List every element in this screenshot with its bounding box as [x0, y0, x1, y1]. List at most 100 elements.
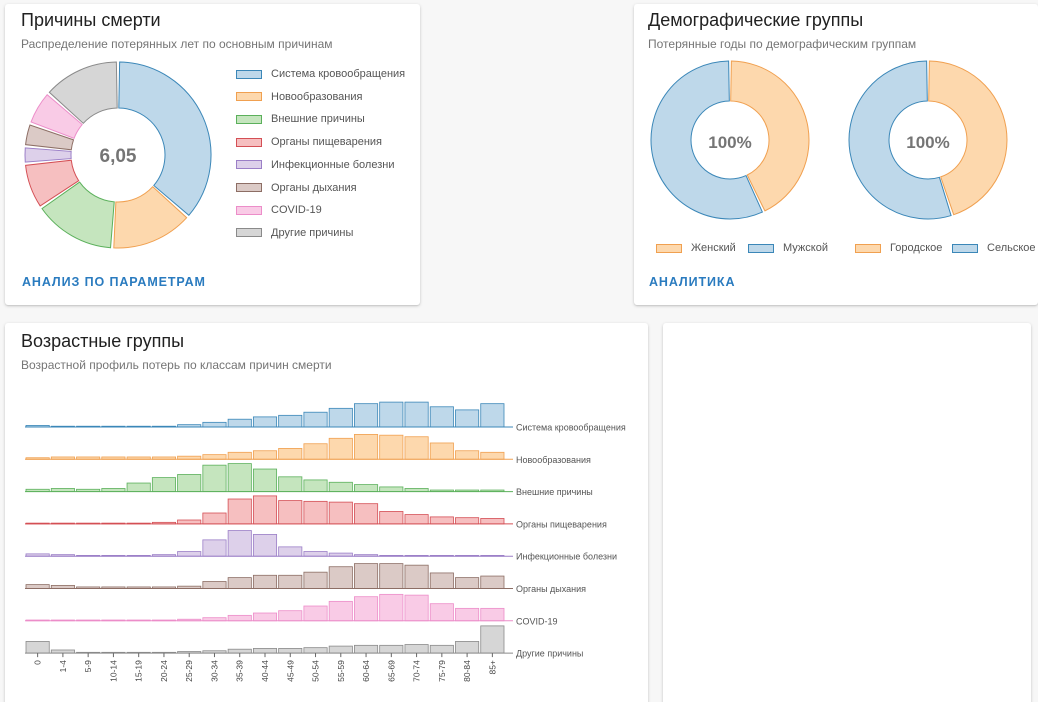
age-bar-3-17[interactable]	[455, 517, 480, 525]
age-bar-2-13[interactable]	[354, 484, 379, 493]
settlement-donut-chart[interactable]: 100%	[846, 58, 1010, 222]
age-bar-1-8[interactable]	[227, 451, 252, 460]
age-bar-3-18[interactable]	[480, 518, 505, 525]
gender-slice-0[interactable]	[730, 60, 810, 212]
age-bar-6-16[interactable]	[429, 603, 454, 622]
analysis-link[interactable]: Анализ по параметрам	[22, 275, 206, 289]
age-bar-6-13[interactable]	[354, 596, 379, 622]
age-bar-0-12[interactable]	[328, 407, 353, 428]
age-bar-6-18[interactable]	[480, 607, 505, 622]
causes-slice-0[interactable]	[118, 61, 212, 216]
age-bar-7-17[interactable]	[455, 641, 480, 654]
age-bar-1-13[interactable]	[354, 434, 379, 460]
age-bar-3-15[interactable]	[404, 514, 429, 525]
legend-item-органы-дыхания[interactable]: Органы дыхания	[236, 182, 357, 194]
age-bar-3-10[interactable]	[278, 500, 303, 525]
age-bar-5-12[interactable]	[328, 566, 353, 589]
legend-item-urban[interactable]: Городское	[855, 242, 942, 254]
age-bar-1-10[interactable]	[278, 448, 303, 460]
age-bar-2-7[interactable]	[202, 464, 227, 493]
age-bar-7-15[interactable]	[404, 644, 429, 654]
age-bar-0-10[interactable]	[278, 414, 303, 428]
legend-item-female[interactable]: Женский	[656, 242, 736, 254]
age-bar-3-7[interactable]	[202, 512, 227, 525]
age-bar-0-11[interactable]	[303, 411, 328, 428]
age-bar-0-7[interactable]	[202, 421, 227, 428]
age-bar-2-6[interactable]	[177, 474, 202, 493]
age-bar-0-13[interactable]	[354, 403, 379, 428]
legend-item-covid-19[interactable]: COVID-19	[236, 204, 322, 216]
age-bar-7-14[interactable]	[379, 644, 404, 654]
legend-item-внешние-причины[interactable]: Внешние причины	[236, 113, 365, 125]
age-bar-4-8[interactable]	[227, 530, 252, 557]
legend-item-инфекционные-болезни[interactable]: Инфекционные болезни	[236, 159, 395, 171]
analytics-link[interactable]: Аналитика	[649, 275, 736, 289]
age-bar-1-18[interactable]	[480, 451, 505, 460]
age-bar-2-8[interactable]	[227, 463, 252, 493]
causes-slice-4[interactable]	[24, 147, 72, 163]
age-bar-5-10[interactable]	[278, 574, 303, 589]
age-bar-6-14[interactable]	[379, 593, 404, 622]
age-bar-1-7[interactable]	[202, 454, 227, 460]
age-bar-0-17[interactable]	[455, 409, 480, 428]
gender-donut-chart[interactable]: 100%	[648, 58, 812, 222]
gender-slice-1[interactable]	[650, 60, 764, 220]
age-bar-1-16[interactable]	[429, 442, 454, 460]
age-bar-1-14[interactable]	[379, 434, 404, 460]
causes-slice-2[interactable]	[41, 181, 115, 249]
age-bar-1-17[interactable]	[455, 450, 480, 460]
age-bar-3-14[interactable]	[379, 511, 404, 525]
age-bar-4-10[interactable]	[278, 546, 303, 557]
age-bar-5-18[interactable]	[480, 575, 505, 589]
age-bar-4-6[interactable]	[177, 551, 202, 557]
age-bar-7-0[interactable]	[25, 641, 50, 654]
age-bar-4-11[interactable]	[303, 551, 328, 557]
age-bar-3-8[interactable]	[227, 498, 252, 525]
age-bar-0-18[interactable]	[480, 403, 505, 428]
age-bar-5-14[interactable]	[379, 563, 404, 589]
age-bar-0-15[interactable]	[404, 401, 429, 428]
age-bar-7-13[interactable]	[354, 644, 379, 654]
age-bar-4-7[interactable]	[202, 539, 227, 557]
age-bar-5-13[interactable]	[354, 563, 379, 589]
age-bar-2-5[interactable]	[151, 477, 176, 493]
age-bar-6-9[interactable]	[252, 612, 278, 622]
age-bar-0-8[interactable]	[227, 418, 252, 428]
age-bar-2-14[interactable]	[379, 486, 404, 492]
legend-item-новообразования[interactable]: Новообразования	[236, 91, 362, 103]
age-bar-3-16[interactable]	[429, 516, 454, 525]
age-bar-1-15[interactable]	[404, 436, 429, 460]
age-bar-2-10[interactable]	[278, 476, 303, 493]
age-bar-5-9[interactable]	[252, 574, 278, 589]
legend-item-другие-причины[interactable]: Другие причины	[236, 227, 353, 239]
legend-item-органы-пищеварения[interactable]: Органы пищеварения	[236, 136, 382, 148]
age-bar-0-16[interactable]	[429, 406, 454, 428]
age-bar-7-8[interactable]	[227, 648, 252, 654]
age-bar-0-14[interactable]	[379, 401, 404, 428]
age-bar-3-9[interactable]	[252, 495, 278, 525]
age-bar-6-8[interactable]	[227, 614, 252, 622]
age-bar-1-9[interactable]	[252, 450, 278, 460]
age-bar-6-15[interactable]	[404, 594, 429, 622]
age-bar-6-10[interactable]	[278, 610, 303, 622]
age-bar-5-7[interactable]	[202, 581, 227, 589]
causes-donut-chart[interactable]: 6,05	[18, 55, 218, 255]
causes-slice-6[interactable]	[30, 94, 83, 139]
age-bar-2-4[interactable]	[126, 482, 151, 492]
causes-slice-5[interactable]	[25, 124, 75, 151]
age-bar-3-13[interactable]	[354, 503, 379, 525]
age-bar-1-11[interactable]	[303, 443, 328, 460]
causes-slice-3[interactable]	[25, 159, 80, 207]
age-bar-0-9[interactable]	[252, 416, 278, 428]
age-bar-2-11[interactable]	[303, 479, 328, 492]
settlement-slice-0[interactable]	[928, 60, 1008, 216]
age-bar-5-8[interactable]	[227, 577, 252, 589]
age-bar-7-10[interactable]	[278, 648, 303, 654]
settlement-slice-1[interactable]	[848, 60, 952, 220]
age-bar-1-12[interactable]	[328, 437, 353, 460]
age-groups-chart[interactable]: Система кровообращения Новообразования Вне…	[5, 323, 648, 702]
age-bar-2-12[interactable]	[328, 481, 353, 493]
age-bar-7-16[interactable]	[429, 644, 454, 654]
age-bar-5-11[interactable]	[303, 571, 328, 589]
age-bar-5-17[interactable]	[455, 577, 480, 589]
